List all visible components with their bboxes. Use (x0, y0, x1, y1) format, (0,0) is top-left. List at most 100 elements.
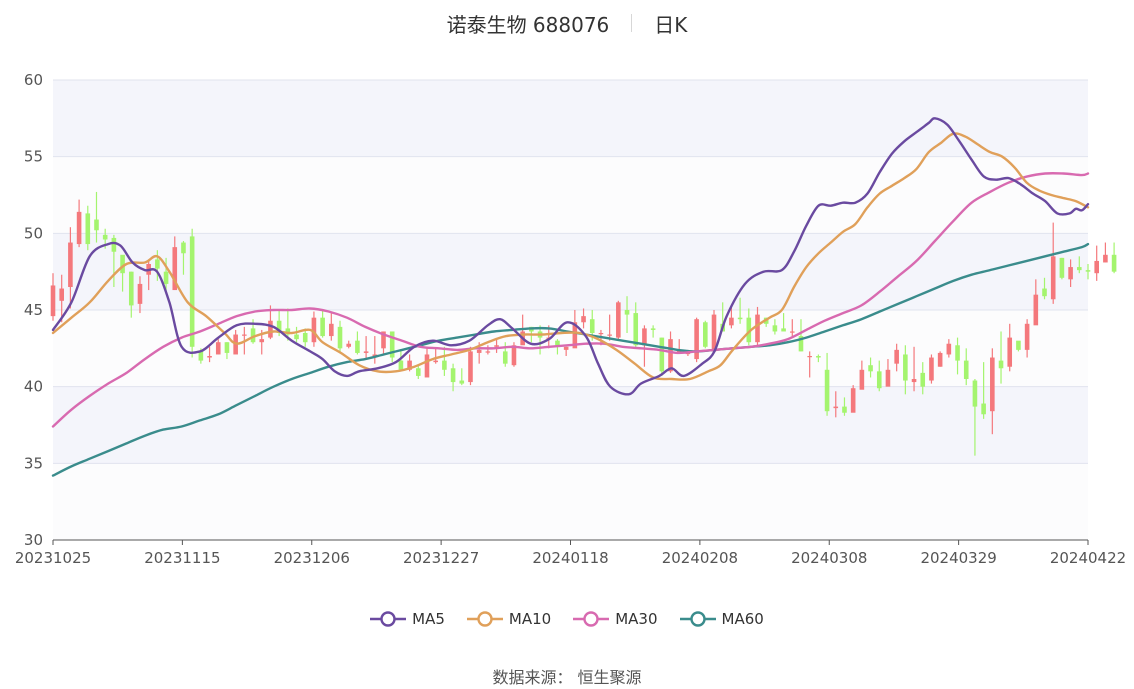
candle-body (755, 314, 760, 343)
chart-header: 诺泰生物 688076 日K (0, 6, 1134, 40)
candle-body (155, 259, 160, 269)
legend-label: MA10 (508, 610, 552, 628)
candle-body (676, 349, 682, 353)
candle-body (1059, 257, 1065, 278)
candle-body (1094, 260, 1099, 274)
candle-body (1103, 254, 1108, 263)
y-tick-label: 35 (24, 454, 43, 472)
candle-body (955, 345, 960, 361)
candle-body (598, 333, 604, 335)
candle-body (207, 356, 212, 358)
legend-marker-icon (370, 611, 407, 627)
x-tick-label: 20240208 (662, 549, 738, 567)
candle-body (1024, 323, 1030, 350)
candle-body (120, 254, 125, 274)
candle-body (816, 356, 821, 358)
legend-marker-icon (573, 611, 610, 627)
candle-body (468, 351, 473, 383)
candle-body (172, 247, 178, 291)
x-tick-label: 20240422 (1050, 549, 1126, 567)
candle-body (1068, 267, 1073, 280)
candle-body (215, 342, 221, 355)
candle-body (189, 236, 195, 347)
candle-body (494, 345, 499, 347)
candle-body (1042, 288, 1047, 297)
candle-body (946, 343, 952, 355)
candle-body (76, 211, 82, 245)
candle-body (50, 285, 56, 317)
candle-body (198, 351, 204, 361)
y-tick-label: 45 (24, 301, 43, 319)
candle-body (137, 283, 143, 304)
candle-body (633, 313, 639, 346)
legend-label: MA5 (412, 610, 445, 628)
candle-body (224, 342, 230, 353)
candle-body (346, 343, 352, 347)
candle-body (442, 360, 447, 370)
candle-body (285, 328, 291, 335)
candle-body (1016, 340, 1021, 350)
grid-band (53, 463, 1088, 540)
candle-body (668, 339, 673, 372)
candle-body (798, 336, 804, 352)
candle-body (659, 337, 665, 372)
candle-body (937, 352, 943, 367)
candle-body (990, 357, 995, 412)
candle-body (163, 271, 169, 284)
candle-body (337, 326, 343, 349)
legend-label: MA60 (721, 610, 764, 628)
candle-body (859, 369, 865, 390)
candle-body (511, 345, 517, 366)
candle-body (868, 365, 873, 372)
candle-body (407, 360, 412, 370)
candle-body (128, 271, 134, 306)
legend-label: MA30 (615, 610, 658, 628)
candle-body (616, 302, 621, 338)
ma30-line (51, 172, 1090, 428)
candle-body (885, 369, 891, 387)
ma5-line (51, 117, 1090, 396)
y-tick-label: 50 (24, 224, 43, 242)
candle-body (607, 334, 612, 336)
candle-body (737, 317, 743, 320)
candle-body (746, 317, 752, 343)
candle-body (502, 351, 508, 364)
candle-body (563, 346, 569, 350)
candle-body (833, 406, 839, 409)
candle-body (102, 234, 108, 240)
ma10-line (51, 132, 1090, 381)
candle-body (624, 310, 630, 315)
candle-body (302, 333, 308, 343)
legend-item-ma30[interactable]: MA30 (573, 610, 658, 628)
candle-body (459, 380, 465, 384)
candle-body (94, 219, 99, 231)
candle-body (242, 334, 247, 336)
candle-body (68, 242, 73, 287)
candle-body (372, 354, 378, 356)
candle-body (972, 380, 978, 407)
candle-body (903, 354, 908, 381)
candle-body (476, 349, 482, 353)
candle-body (911, 379, 917, 383)
chart-period: 日K (654, 12, 688, 37)
x-tick-label: 20231115 (144, 549, 220, 567)
candle-body (259, 339, 265, 343)
candle-body (781, 328, 786, 332)
candle-body (59, 288, 64, 301)
candle-body (929, 357, 934, 381)
legend-item-ma10[interactable]: MA10 (466, 610, 552, 628)
x-tick-label: 20240118 (532, 549, 608, 567)
candle-body (581, 316, 586, 323)
candle-body (650, 328, 656, 330)
candle-body (807, 356, 812, 358)
legend-item-ma60[interactable]: MA60 (679, 610, 764, 628)
candle-body (694, 319, 699, 360)
grid-band (53, 80, 1088, 157)
legend-item-ma5[interactable]: MA5 (370, 610, 445, 628)
candle-body (842, 406, 847, 413)
candle-body (250, 328, 256, 343)
legend-marker-icon (679, 611, 716, 627)
candle-body (389, 331, 395, 358)
x-tick-label: 20240308 (791, 549, 867, 567)
y-tick-label: 40 (24, 378, 43, 396)
